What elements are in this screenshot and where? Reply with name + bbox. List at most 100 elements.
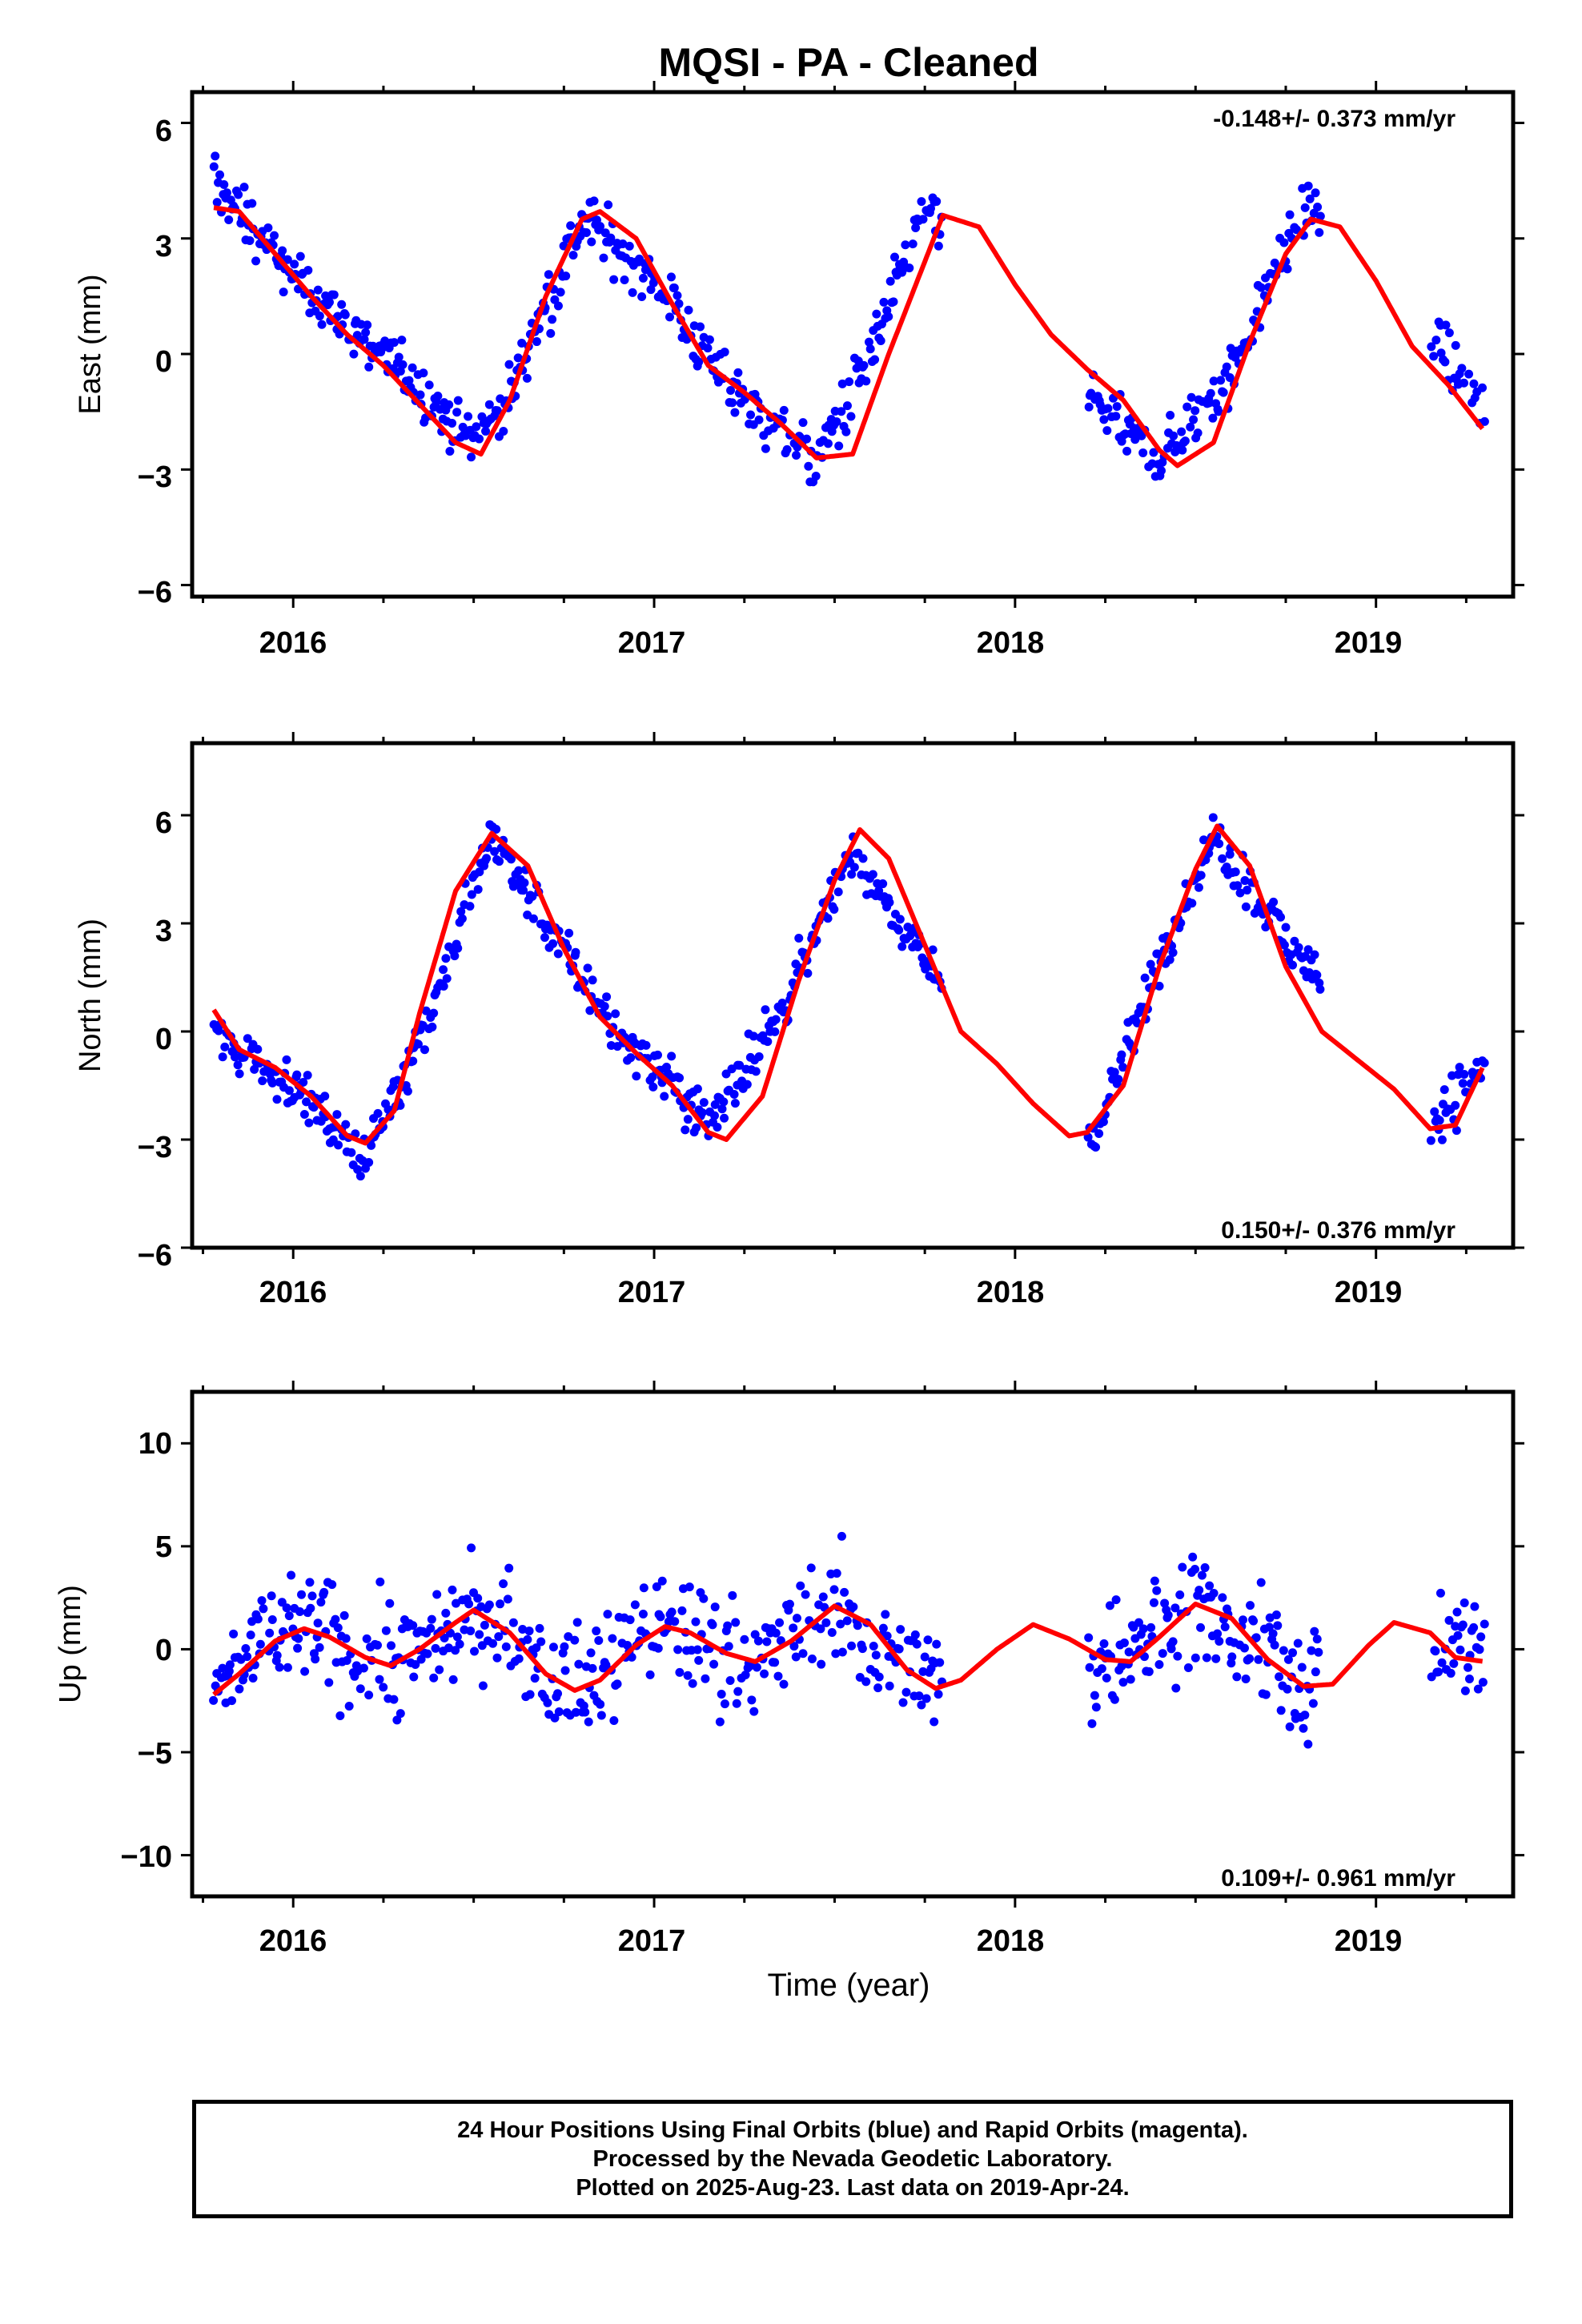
up-data-point bbox=[740, 1634, 749, 1644]
east-data-point bbox=[581, 227, 591, 237]
east-data-point bbox=[669, 283, 679, 292]
north-data-point bbox=[1215, 839, 1224, 849]
east-data-point bbox=[1099, 415, 1109, 424]
north-data-point bbox=[1426, 1136, 1435, 1145]
up-data-point bbox=[1144, 1667, 1154, 1676]
north-data-point bbox=[421, 1006, 431, 1015]
up-data-point bbox=[316, 1598, 326, 1607]
up-data-point bbox=[837, 1647, 847, 1657]
up-data-point bbox=[224, 1667, 234, 1676]
east-data-point bbox=[926, 203, 935, 213]
up-data-point bbox=[473, 1594, 483, 1603]
east-data-point bbox=[278, 246, 287, 255]
up-data-point bbox=[429, 1673, 439, 1683]
up-data-point bbox=[1138, 1624, 1148, 1634]
east-data-point bbox=[837, 407, 846, 416]
up-data-point bbox=[1434, 1667, 1443, 1677]
east-data-point bbox=[1480, 416, 1489, 426]
up-data-point bbox=[1134, 1618, 1143, 1627]
east-data-point bbox=[754, 415, 764, 424]
up-data-point bbox=[1469, 1622, 1479, 1632]
up-data-point bbox=[1273, 1621, 1283, 1630]
up-data-point bbox=[920, 1652, 930, 1662]
up-data-point bbox=[427, 1614, 436, 1624]
east-data-point bbox=[492, 406, 502, 416]
up-data-point bbox=[362, 1634, 371, 1643]
east-data-point bbox=[283, 255, 292, 264]
up-data-point bbox=[227, 1696, 237, 1706]
east-data-point bbox=[522, 373, 532, 383]
up-data-point bbox=[257, 1596, 267, 1606]
north-data-point bbox=[253, 1044, 263, 1054]
east-data-point bbox=[222, 188, 231, 198]
up-y-axis-label: Up (mm) bbox=[54, 1585, 87, 1703]
east-data-point bbox=[546, 328, 556, 338]
north-data-point bbox=[353, 1164, 363, 1174]
north-data-point bbox=[267, 1078, 277, 1088]
east-data-point bbox=[599, 253, 608, 263]
up-data-point bbox=[455, 1639, 464, 1649]
east-data-point bbox=[329, 290, 339, 300]
up-data-point bbox=[560, 1642, 569, 1651]
up-data-point bbox=[1279, 1646, 1288, 1655]
up-data-point bbox=[480, 1620, 489, 1630]
up-data-point bbox=[319, 1587, 329, 1597]
east-data-point bbox=[798, 418, 808, 428]
north-data-point bbox=[588, 975, 597, 985]
east-data-point bbox=[1177, 427, 1186, 436]
up-data-point bbox=[1299, 1723, 1308, 1733]
north-data-point bbox=[514, 866, 524, 875]
east-data-point bbox=[398, 360, 408, 369]
up-data-point bbox=[796, 1581, 805, 1590]
north-data-point bbox=[1279, 940, 1289, 950]
up-data-point bbox=[871, 1651, 881, 1660]
up-data-point bbox=[448, 1675, 458, 1684]
east-data-point bbox=[448, 418, 457, 428]
east-data-point bbox=[553, 301, 563, 311]
east-data-point bbox=[245, 235, 255, 245]
north-data-point bbox=[1439, 1085, 1449, 1095]
east-xtick-label-2017: 2017 bbox=[618, 626, 686, 660]
east-data-point bbox=[315, 312, 324, 321]
east-data-point bbox=[1186, 392, 1196, 402]
north-data-point bbox=[849, 862, 859, 872]
north-data-point bbox=[1222, 862, 1231, 872]
north-data-point bbox=[272, 1095, 282, 1104]
east-data-point bbox=[1313, 202, 1323, 211]
up-data-point bbox=[432, 1590, 442, 1599]
up-data-point bbox=[324, 1678, 334, 1687]
east-data-point bbox=[901, 240, 910, 250]
up-data-point bbox=[1154, 1660, 1164, 1670]
north-data-point bbox=[341, 1120, 351, 1129]
north-data-point bbox=[482, 854, 492, 863]
east-data-point bbox=[408, 363, 417, 372]
east-data-point bbox=[1431, 336, 1441, 345]
up-data-point bbox=[375, 1577, 385, 1586]
east-ytick-label-neg3: −3 bbox=[138, 460, 172, 494]
processing-info-box: 24 Hour Positions Using Final Orbits (bl… bbox=[192, 2100, 1513, 2218]
up-data-point bbox=[553, 1689, 563, 1699]
east-data-point bbox=[837, 379, 847, 388]
up-data-point bbox=[315, 1642, 324, 1652]
up-data-point bbox=[1166, 1644, 1176, 1654]
up-data-point bbox=[499, 1579, 508, 1589]
north-data-point bbox=[439, 981, 448, 991]
east-data-point bbox=[270, 231, 279, 240]
east-data-point bbox=[865, 344, 875, 354]
up-data-point bbox=[1118, 1678, 1128, 1687]
up-data-point bbox=[1220, 1622, 1230, 1631]
up-data-point bbox=[857, 1644, 867, 1654]
up-xtick-label-2017: 2017 bbox=[618, 1924, 686, 1958]
up-data-point bbox=[570, 1635, 580, 1645]
east-data-point bbox=[905, 263, 914, 273]
up-data-point bbox=[1183, 1663, 1193, 1673]
up-data-point bbox=[1209, 1588, 1219, 1598]
north-data-point bbox=[928, 945, 938, 955]
up-data-point bbox=[1285, 1722, 1295, 1731]
north-data-point bbox=[878, 879, 888, 889]
north-data-point bbox=[1312, 971, 1322, 980]
up-data-point bbox=[652, 1582, 661, 1591]
east-data-point bbox=[1182, 402, 1192, 412]
north-data-point bbox=[660, 1092, 669, 1101]
